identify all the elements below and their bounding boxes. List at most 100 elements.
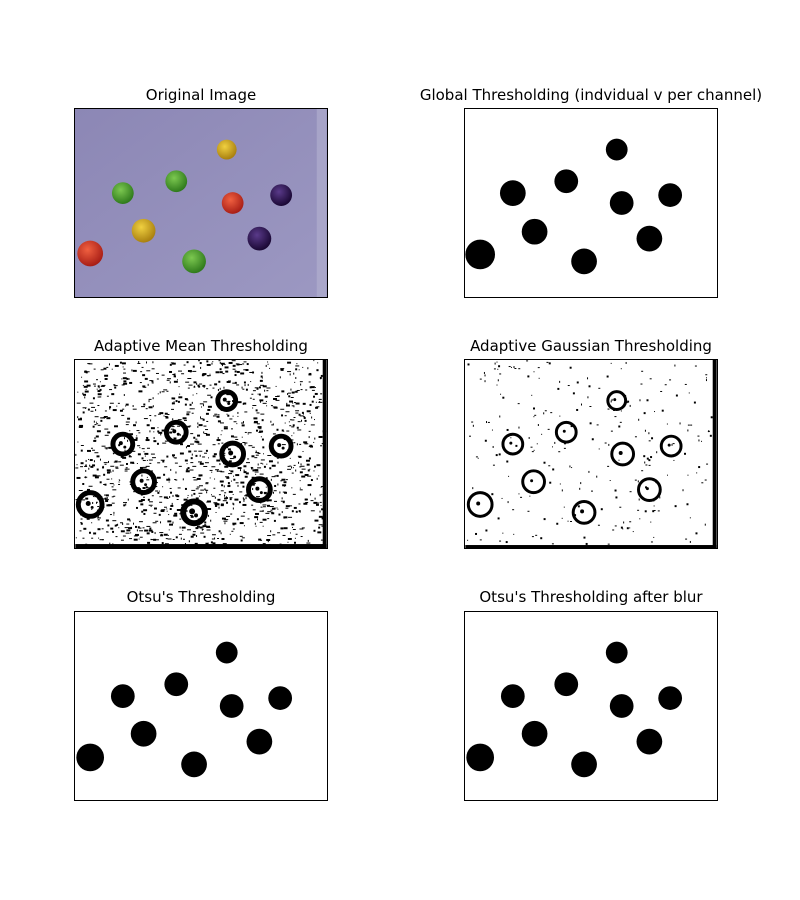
noise-speck	[163, 473, 166, 476]
noise-speck	[537, 367, 540, 369]
noise-speck	[281, 511, 283, 514]
noise-speck	[208, 457, 210, 459]
noise-speck	[85, 459, 87, 462]
noise-speck	[309, 412, 311, 414]
noise-speck	[149, 527, 152, 530]
noise-speck	[179, 393, 181, 395]
noise-speck	[202, 456, 206, 458]
noise-speck	[212, 444, 216, 446]
noise-speck	[311, 416, 313, 419]
noise-speck	[214, 383, 218, 386]
noise-speck	[270, 420, 272, 423]
noise-speck	[142, 374, 146, 377]
noise-speck	[151, 530, 154, 533]
noise-speck	[217, 538, 220, 539]
noise-speck	[652, 510, 655, 513]
noise-speck	[255, 473, 257, 475]
noise-speck	[85, 497, 89, 500]
noise-speck	[244, 411, 248, 413]
noise-speck	[281, 497, 283, 500]
noise-speck	[221, 481, 223, 483]
noise-speck	[123, 380, 127, 383]
noise-speck	[210, 494, 212, 496]
noise-speck	[247, 518, 250, 520]
noise-speck	[295, 365, 300, 367]
noise-speck	[298, 510, 301, 513]
noise-speck	[266, 538, 271, 541]
noise-speck	[260, 375, 263, 378]
noise-speck	[242, 485, 245, 488]
noise-speck	[144, 452, 149, 455]
noise-speck	[289, 425, 292, 427]
noise-speck	[123, 394, 125, 397]
noise-speck	[682, 489, 684, 492]
noise-speck	[620, 368, 622, 370]
noise-speck	[567, 520, 569, 522]
noise-speck	[207, 405, 212, 408]
noise-speck	[279, 543, 282, 545]
noise-speck	[267, 535, 272, 537]
noise-speck	[239, 491, 243, 493]
noise-speck	[648, 432, 650, 435]
noise-speck	[287, 541, 289, 543]
noise-speck	[109, 402, 114, 404]
noise-speck	[118, 444, 121, 447]
noise-speck	[204, 521, 207, 524]
noise-speck	[293, 405, 295, 408]
noise-speck	[274, 507, 276, 510]
noise-speck	[153, 538, 157, 541]
noise-speck	[520, 496, 523, 498]
noise-speck	[552, 468, 555, 471]
noise-speck	[143, 451, 145, 453]
noise-speck	[290, 397, 294, 398]
noise-speck	[203, 425, 207, 427]
noise-speck	[161, 509, 166, 511]
ball-red-2	[77, 240, 104, 267]
noise-speck	[292, 402, 294, 404]
noise-speck	[576, 408, 579, 411]
noise-speck	[289, 373, 291, 376]
noise-speck	[133, 491, 137, 493]
noise-speck	[664, 384, 667, 386]
noise-speck	[95, 409, 97, 412]
noise-speck	[303, 413, 305, 415]
noise-speck	[217, 443, 220, 445]
noise-speck	[209, 477, 211, 479]
noise-speck	[236, 363, 240, 366]
noise-speck	[190, 462, 194, 464]
noise-speck	[186, 463, 188, 465]
noise-speck	[142, 487, 146, 490]
noise-speck	[172, 538, 175, 540]
noise-speck	[650, 541, 653, 543]
noise-speck	[159, 391, 161, 394]
noise-speck	[211, 471, 213, 473]
noise-speck	[272, 433, 276, 435]
noise-speck	[666, 423, 668, 425]
noise-speck	[140, 503, 144, 506]
noise-speck	[684, 383, 687, 385]
noise-speck	[125, 403, 129, 406]
noise-speck	[526, 360, 529, 362]
noise-speck	[318, 398, 322, 400]
noise-speck	[318, 475, 320, 477]
noise-speck	[133, 438, 138, 441]
noise-speck	[183, 419, 187, 421]
noise-speck	[620, 410, 622, 412]
noise-speck	[180, 537, 182, 540]
noise-speck	[175, 536, 178, 539]
noise-speck	[496, 384, 498, 386]
noise-speck	[265, 486, 267, 488]
noise-speck	[187, 529, 192, 531]
noise-speck	[293, 544, 295, 547]
noise-speck	[156, 442, 159, 445]
noise-speck	[97, 390, 100, 392]
noise-speck	[292, 529, 296, 530]
noise-speck	[235, 438, 239, 440]
noise-speck	[303, 416, 306, 418]
noise-speck	[87, 408, 90, 411]
noise-speck	[250, 544, 252, 546]
noise-speck	[100, 419, 103, 422]
noise-speck	[299, 415, 304, 417]
noise-speck	[209, 373, 211, 375]
noise-speck	[118, 481, 120, 483]
